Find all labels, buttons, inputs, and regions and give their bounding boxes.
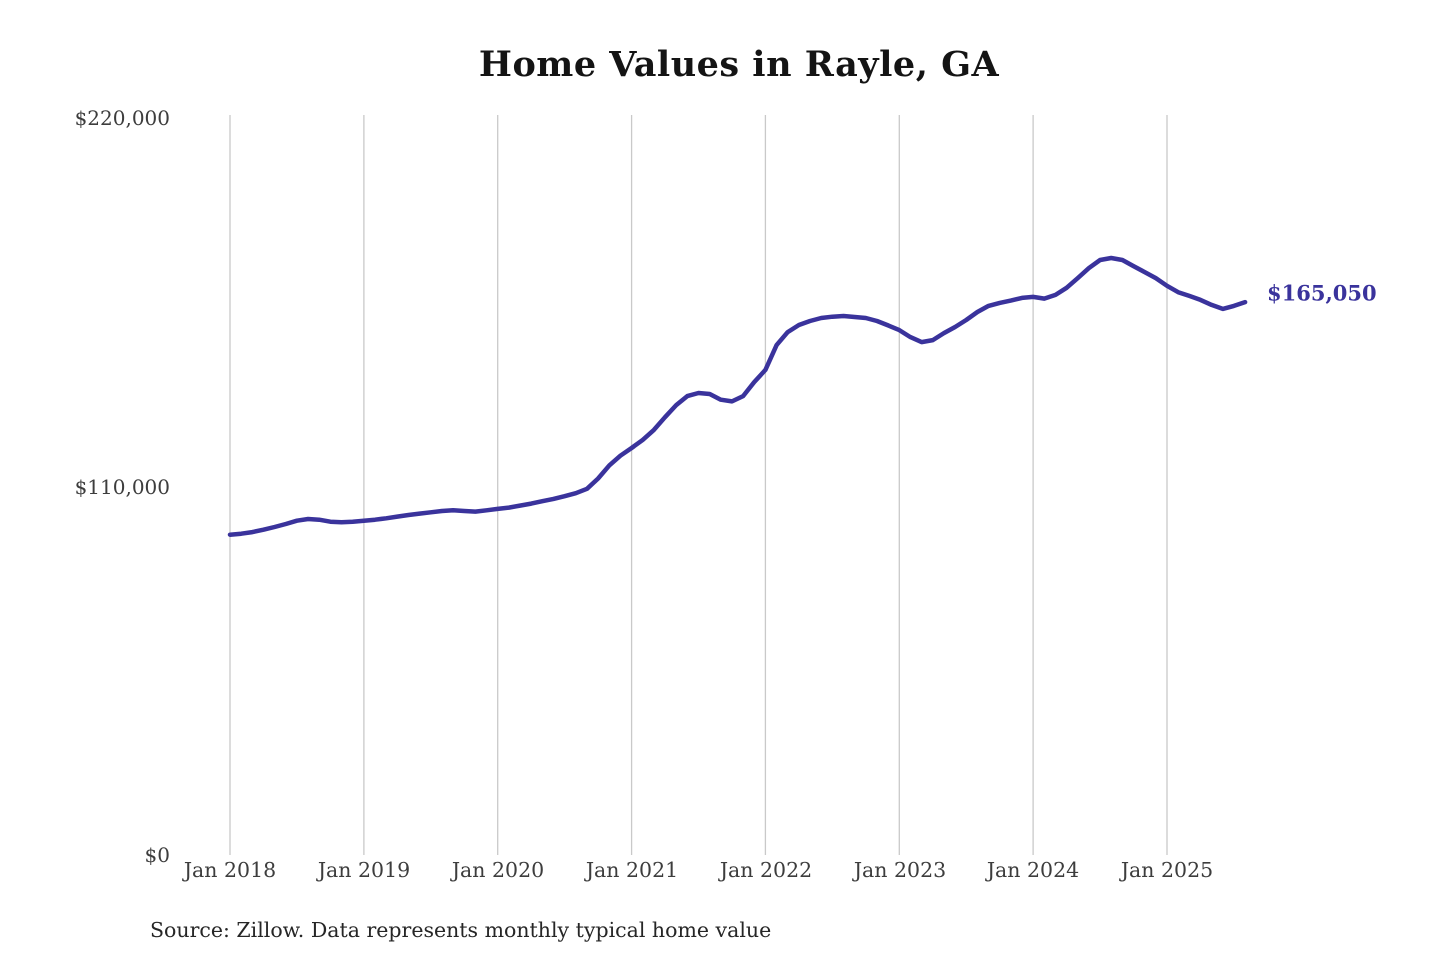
x-axis-tick-jan-2023: Jan 2023 xyxy=(853,858,947,882)
x-axis-tick-jan-2021: Jan 2021 xyxy=(585,858,679,882)
x-axis-tick-jan-2019: Jan 2019 xyxy=(317,858,411,882)
y-axis-tick-0: $0 xyxy=(144,843,170,867)
x-axis-tick-jan-2022: Jan 2022 xyxy=(719,858,813,882)
x-axis-tick-jan-2025: Jan 2025 xyxy=(1120,858,1214,882)
x-axis-tick-jan-2018: Jan 2018 xyxy=(183,858,277,882)
x-axis-tick-jan-2024: Jan 2024 xyxy=(986,858,1080,882)
x-axis-tick-jan-2020: Jan 2020 xyxy=(451,858,545,882)
y-axis-tick-110000: $110,000 xyxy=(74,475,170,499)
source-note: Source: Zillow. Data represents monthly … xyxy=(150,918,772,942)
home-value-line xyxy=(227,255,1248,537)
chart-title: Home Values in Rayle, GA xyxy=(478,44,1000,85)
y-axis-tick-220000: $220,000 xyxy=(74,106,170,130)
current-value-label: $165,050 xyxy=(1267,280,1377,306)
